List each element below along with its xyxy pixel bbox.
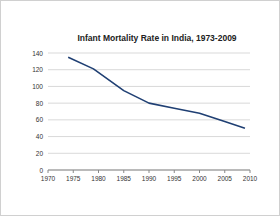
y-tick-label: 40 [36, 133, 44, 140]
x-tick-label: 2005 [218, 175, 233, 182]
x-tick-label: 1975 [66, 175, 81, 182]
x-tick [224, 170, 225, 173]
y-tick-label: 0 [39, 167, 43, 174]
chart-title: Infant Mortality Rate in India, 1973-200… [77, 33, 236, 43]
grid-line [48, 153, 250, 154]
x-tick-label: 2010 [243, 175, 258, 182]
x-tick [149, 170, 150, 173]
x-tick [48, 170, 49, 173]
x-tick [250, 170, 251, 173]
x-tick [174, 170, 175, 173]
grid-line [48, 86, 250, 87]
x-tick-label: 1970 [41, 175, 56, 182]
y-tick-label: 100 [32, 83, 43, 90]
plot-area [68, 57, 245, 128]
x-tick [73, 170, 74, 173]
grid-line [48, 136, 250, 137]
x-tick-label: 1985 [117, 175, 132, 182]
y-tick-label: 140 [32, 50, 43, 57]
x-tick-label: 2000 [192, 175, 207, 182]
chart-root: Infant Mortality Rate in India, 1973-200… [0, 0, 280, 216]
x-tick [199, 170, 200, 173]
x-tick-label: 1990 [142, 175, 157, 182]
y-tick-label: 60 [36, 116, 44, 123]
x-tick-label: 1995 [167, 175, 182, 182]
x-tick [98, 170, 99, 173]
x-tick-label: 1980 [91, 175, 106, 182]
chart-frame [1, 1, 280, 216]
data-line [68, 57, 245, 128]
grid-line [48, 53, 250, 54]
y-tick-label: 80 [36, 100, 44, 107]
y-tick-label: 20 [36, 150, 44, 157]
grid-line [48, 69, 250, 70]
x-tick [123, 170, 124, 173]
y-tick-label: 120 [32, 66, 43, 73]
